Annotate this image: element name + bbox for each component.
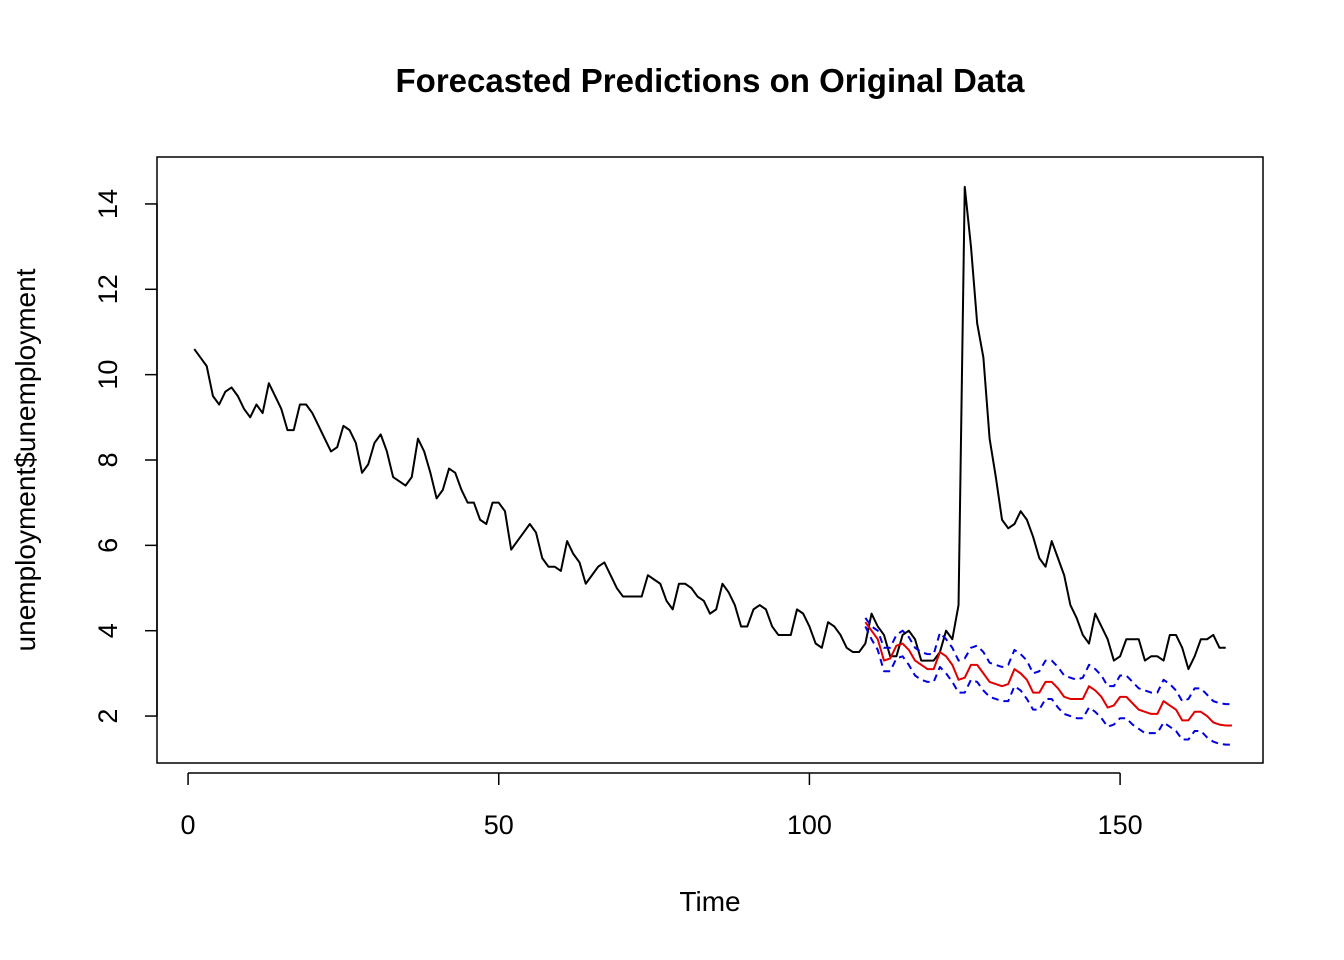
series-line-0 (193, 185, 1226, 671)
interval-line-2 (864, 617, 1232, 706)
y-tick-label: 8 (93, 452, 123, 467)
x-tick-label: 50 (484, 810, 514, 840)
x-tick-label: 150 (1098, 810, 1143, 840)
y-tick-label: 14 (93, 189, 123, 219)
x-tick-label: 100 (787, 810, 832, 840)
y-tick-label: 4 (93, 623, 123, 638)
x-axis: 0 50 100 150 (181, 772, 1143, 840)
y-tick-label: 6 (93, 538, 123, 553)
interval-line-3 (864, 626, 1232, 746)
x-tick-label: 0 (181, 810, 196, 840)
y-axis-label: unemployment$unemployment (10, 268, 41, 651)
y-tick-label: 2 (93, 709, 123, 724)
series-layer (193, 185, 1232, 746)
y-tick-label: 10 (93, 360, 123, 390)
series-line-1 (864, 621, 1232, 727)
x-axis-label: Time (679, 886, 740, 917)
chart-title: Forecasted Predictions on Original Data (396, 62, 1026, 99)
y-tick-label: 12 (93, 274, 123, 304)
y-axis: 2 4 6 8 10 12 14 (93, 189, 158, 724)
